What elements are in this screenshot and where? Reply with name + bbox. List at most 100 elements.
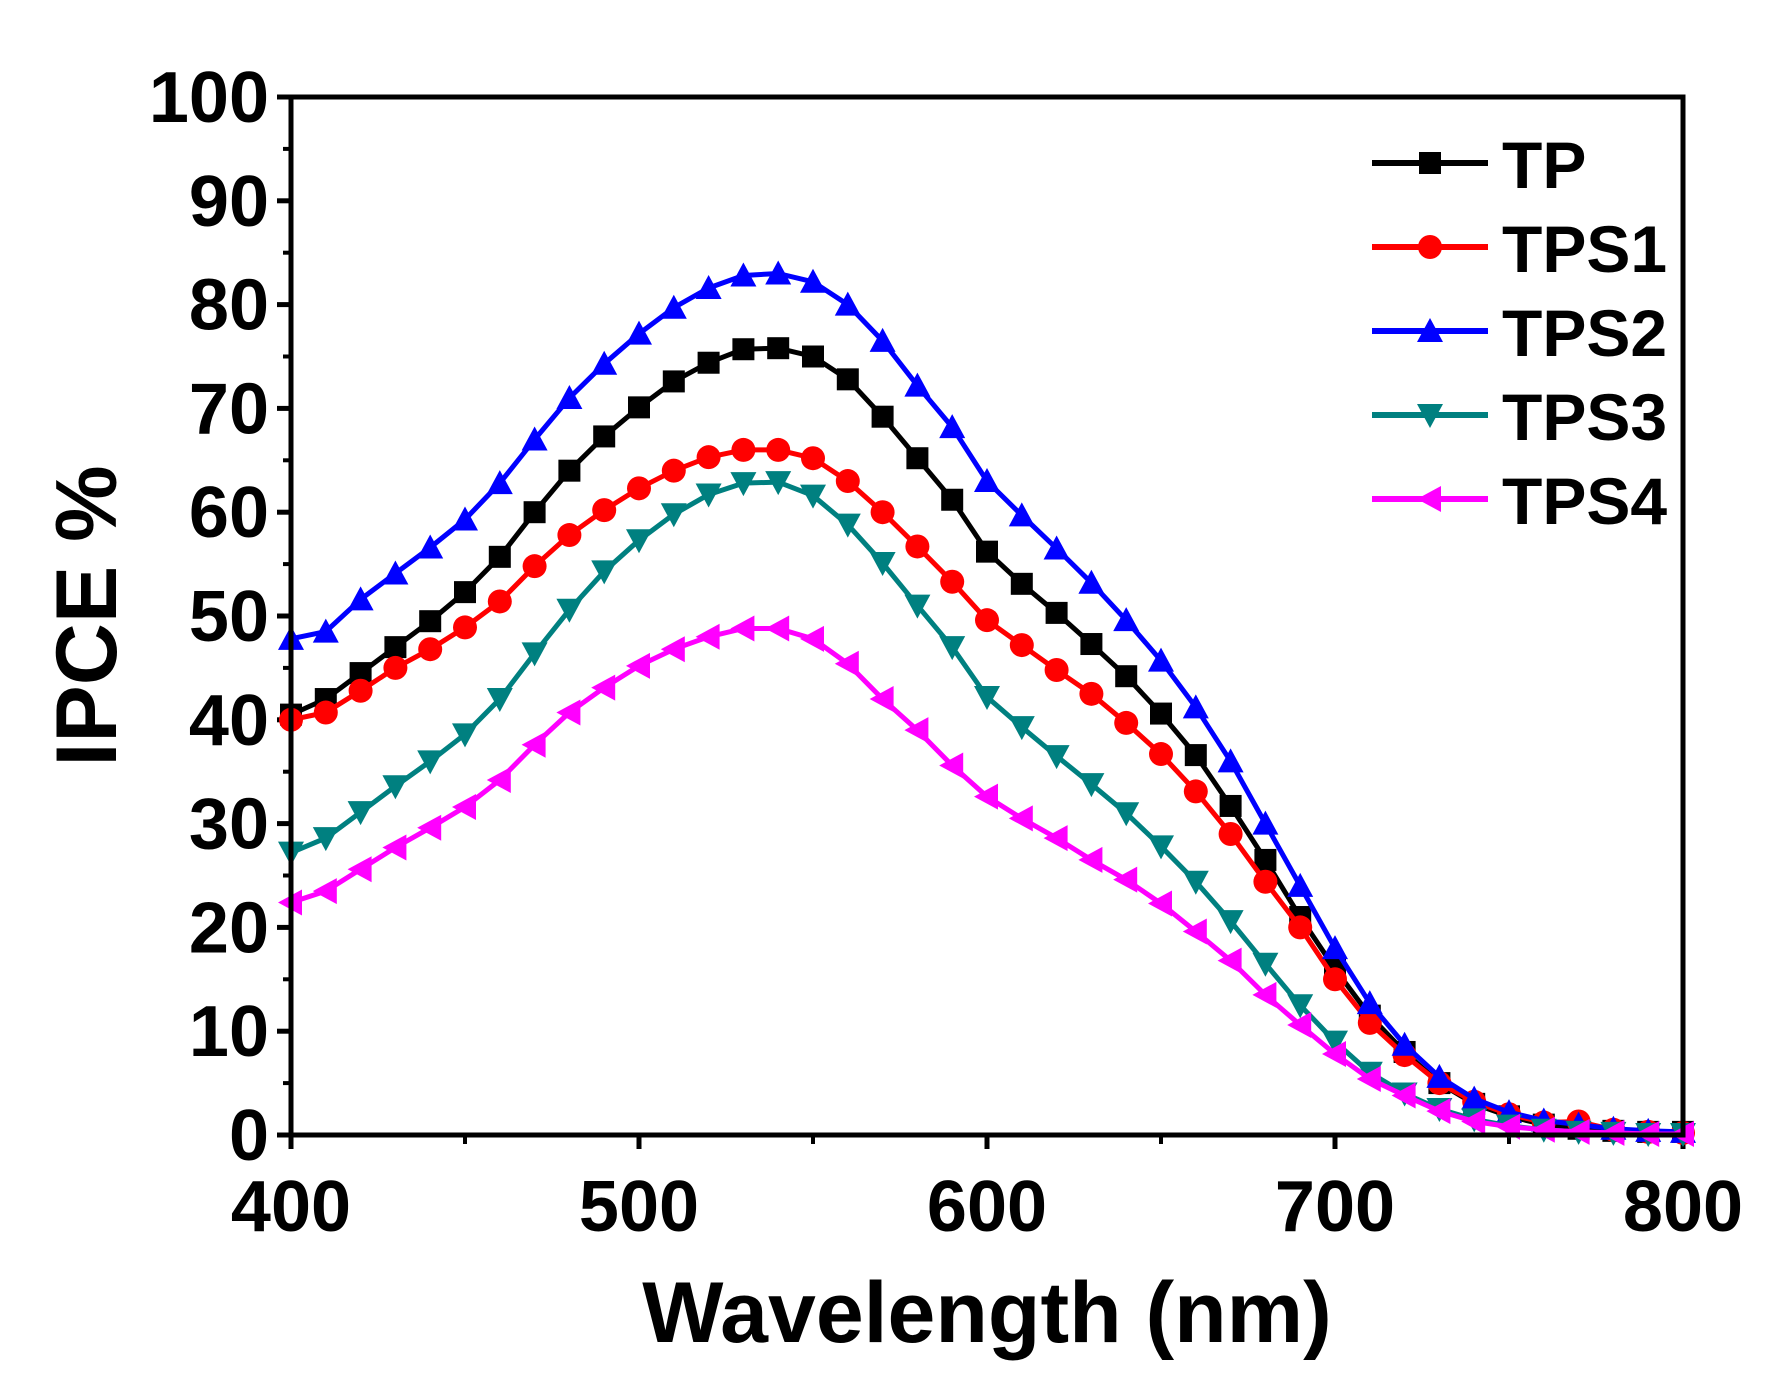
data-point — [695, 623, 720, 650]
data-point — [452, 506, 478, 531]
data-point — [1426, 1098, 1451, 1125]
data-point — [347, 801, 374, 826]
y-tick-label: 0 — [229, 1096, 269, 1176]
legend-label: TPS3 — [1502, 380, 1667, 454]
data-point — [1115, 665, 1138, 688]
data-point — [1149, 742, 1173, 767]
data-point — [695, 274, 722, 299]
series-line — [289, 345, 1683, 1135]
data-point — [974, 468, 1000, 493]
data-point — [1114, 710, 1139, 735]
data-point — [1287, 994, 1314, 1019]
data-point — [1045, 601, 1068, 624]
data-point — [558, 459, 581, 482]
data-point — [417, 534, 444, 559]
data-point — [1080, 633, 1103, 656]
data-point — [1219, 794, 1242, 817]
data-point — [557, 523, 582, 548]
data-point — [312, 878, 337, 905]
data-point — [976, 540, 998, 563]
data-point — [1150, 702, 1172, 725]
data-point — [904, 372, 931, 397]
data-point — [1148, 835, 1174, 860]
data-point — [556, 385, 583, 410]
data-point — [1183, 779, 1208, 804]
data-point — [975, 608, 999, 633]
data-point — [627, 476, 651, 501]
data-point — [1218, 821, 1243, 846]
legend-item-tps1: TPS1 — [1372, 212, 1667, 286]
data-point — [1356, 990, 1383, 1015]
y-tick-label: 10 — [189, 992, 269, 1072]
data-point — [383, 655, 408, 680]
data-point — [660, 636, 685, 663]
x-axis-title: Wavelength (nm) — [642, 1265, 1332, 1361]
data-point — [556, 699, 581, 726]
data-point — [591, 350, 618, 375]
data-point — [382, 775, 409, 800]
data-point — [871, 405, 894, 428]
data-point — [1043, 535, 1070, 560]
data-point — [1148, 890, 1172, 917]
legend-marker — [1417, 318, 1443, 342]
data-point — [454, 581, 476, 604]
data-point — [1184, 744, 1207, 767]
data-point — [731, 437, 756, 462]
data-point — [418, 637, 443, 662]
data-point — [940, 569, 965, 594]
y-tick-label: 60 — [189, 473, 269, 553]
data-point — [592, 498, 617, 523]
data-point — [834, 650, 859, 677]
series-tps3 — [278, 471, 1696, 1147]
data-point — [487, 589, 512, 614]
data-point — [1252, 981, 1277, 1008]
data-point — [1008, 502, 1035, 527]
data-point — [869, 686, 894, 713]
data-point — [974, 685, 1000, 710]
data-point — [1287, 1011, 1312, 1038]
data-point — [801, 446, 825, 471]
data-point — [1079, 681, 1104, 706]
data-point — [1148, 647, 1174, 672]
data-point — [591, 560, 618, 585]
legend-item-tp: TP — [1372, 128, 1586, 202]
data-point — [939, 636, 966, 661]
legend-marker — [1417, 486, 1441, 512]
data-point — [695, 483, 722, 508]
data-point — [939, 752, 964, 779]
data-point — [382, 834, 407, 861]
data-point — [732, 338, 755, 361]
data-point — [1391, 1031, 1418, 1056]
data-point — [800, 625, 824, 652]
data-point — [453, 615, 477, 640]
data-point — [348, 678, 373, 703]
y-tick-label: 40 — [189, 681, 269, 761]
data-point — [1113, 607, 1140, 632]
data-point — [626, 320, 652, 345]
data-point — [1044, 657, 1069, 682]
data-point — [417, 814, 442, 841]
data-point — [1078, 569, 1105, 594]
data-point — [906, 447, 929, 470]
data-point — [1113, 802, 1140, 827]
x-tick-label: 800 — [1623, 1167, 1743, 1247]
data-point — [765, 471, 792, 496]
legend-label: TPS1 — [1502, 212, 1667, 286]
data-point — [556, 598, 583, 623]
series-group — [278, 260, 1696, 1147]
data-point — [1252, 810, 1279, 835]
data-point — [521, 426, 548, 451]
data-point — [1217, 910, 1244, 935]
legend-label: TP — [1502, 128, 1586, 202]
data-point — [800, 484, 826, 509]
data-point — [1078, 773, 1105, 798]
data-point — [662, 370, 685, 393]
data-point — [1253, 869, 1278, 894]
data-point — [384, 636, 407, 659]
y-tick-label: 80 — [189, 266, 269, 346]
data-point — [626, 652, 650, 679]
data-point — [1357, 1010, 1382, 1035]
data-point — [766, 437, 791, 462]
data-point — [1287, 872, 1314, 897]
